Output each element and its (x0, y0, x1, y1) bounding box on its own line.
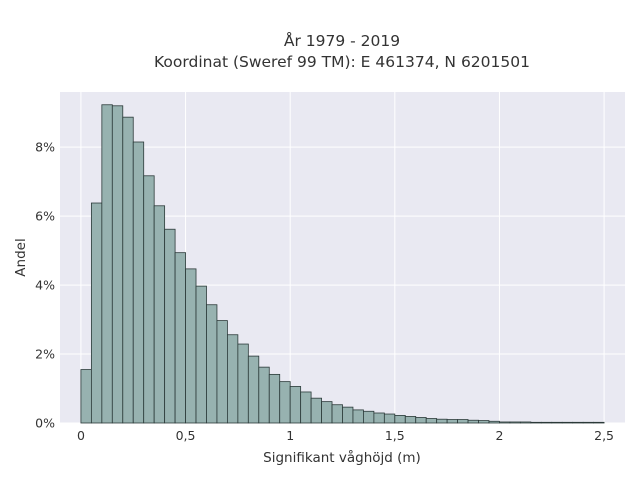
histogram-bar (446, 419, 458, 424)
histogram-bar (153, 205, 166, 424)
histogram-bar (164, 228, 176, 424)
histogram-bar (195, 285, 207, 424)
histogram-bar (80, 369, 92, 424)
histogram-bar (143, 175, 155, 424)
histogram-bar (593, 421, 605, 424)
histogram-bar (394, 415, 406, 424)
histogram-bar (436, 418, 448, 424)
y-tick-label: 4% (35, 278, 55, 293)
x-tick-label: 2,5 (594, 428, 614, 443)
histogram-bar (540, 421, 553, 424)
histogram-bar (519, 421, 532, 424)
histogram-bar (373, 412, 385, 424)
histogram-bar (185, 268, 197, 424)
histogram-bar (132, 141, 145, 424)
y-tick-label: 6% (35, 209, 55, 224)
histogram-bar (404, 416, 417, 424)
x-tick-label: 0 (77, 428, 85, 443)
x-axis-label: Signifikant våghöjd (m) (263, 449, 421, 466)
chart-title: År 1979 - 2019 Koordinat (Sweref 99 TM):… (154, 31, 530, 71)
histogram-bar (551, 421, 563, 424)
histogram-bar (478, 420, 490, 424)
y-axis-tick-labels: 0% 2% 4% 6% 8% (35, 140, 55, 431)
histogram-bar (310, 397, 322, 424)
y-axis-label: Andel (13, 238, 29, 276)
histogram-bar (499, 421, 511, 424)
histogram-bar (216, 320, 228, 424)
histogram-bar (530, 421, 542, 424)
histogram-bar (300, 391, 312, 424)
histogram-bar (467, 419, 479, 424)
histogram-bar (425, 418, 438, 424)
x-tick-label: 1 (286, 428, 294, 443)
histogram-bar (237, 343, 249, 424)
histogram-bar (572, 421, 584, 424)
histogram-bar (352, 409, 364, 424)
histogram-bar (321, 401, 333, 424)
y-tick-label: 2% (35, 347, 55, 362)
histogram-bar (206, 304, 218, 424)
histogram-bars (80, 104, 605, 424)
histogram-bar (258, 366, 270, 424)
histogram-bar (561, 421, 574, 424)
x-tick-label: 1,5 (385, 428, 405, 443)
histogram-bar (415, 417, 427, 424)
histogram-bar (268, 373, 281, 424)
x-tick-label: 2 (495, 428, 503, 443)
histogram-bar (289, 386, 302, 424)
histogram-bar (342, 406, 354, 424)
chart-title-line-1: År 1979 - 2019 (284, 31, 400, 50)
x-axis-tick-labels: 0 0,5 1 1,5 2 2,5 (77, 428, 614, 443)
y-tick-label: 8% (35, 140, 55, 155)
histogram-bar (363, 410, 375, 424)
histogram-bar (90, 202, 103, 424)
x-tick-label: 0,5 (176, 428, 196, 443)
histogram-bar (582, 421, 595, 424)
histogram-bar (122, 116, 134, 424)
histogram-bar (101, 104, 113, 424)
histogram-bar (457, 419, 469, 424)
histogram-bar (509, 421, 521, 424)
histogram-bar (331, 404, 343, 424)
histogram-bar (227, 334, 239, 424)
histogram-bar (247, 355, 260, 424)
histogram-bar (279, 381, 291, 424)
histogram-bar (383, 413, 396, 424)
histogram-bar (174, 252, 186, 424)
histogram-bar (111, 105, 124, 424)
histogram-bar (488, 420, 500, 424)
chart-title-line-2: Koordinat (Sweref 99 TM): E 461374, N 62… (154, 53, 530, 71)
y-tick-label: 0% (35, 416, 55, 431)
